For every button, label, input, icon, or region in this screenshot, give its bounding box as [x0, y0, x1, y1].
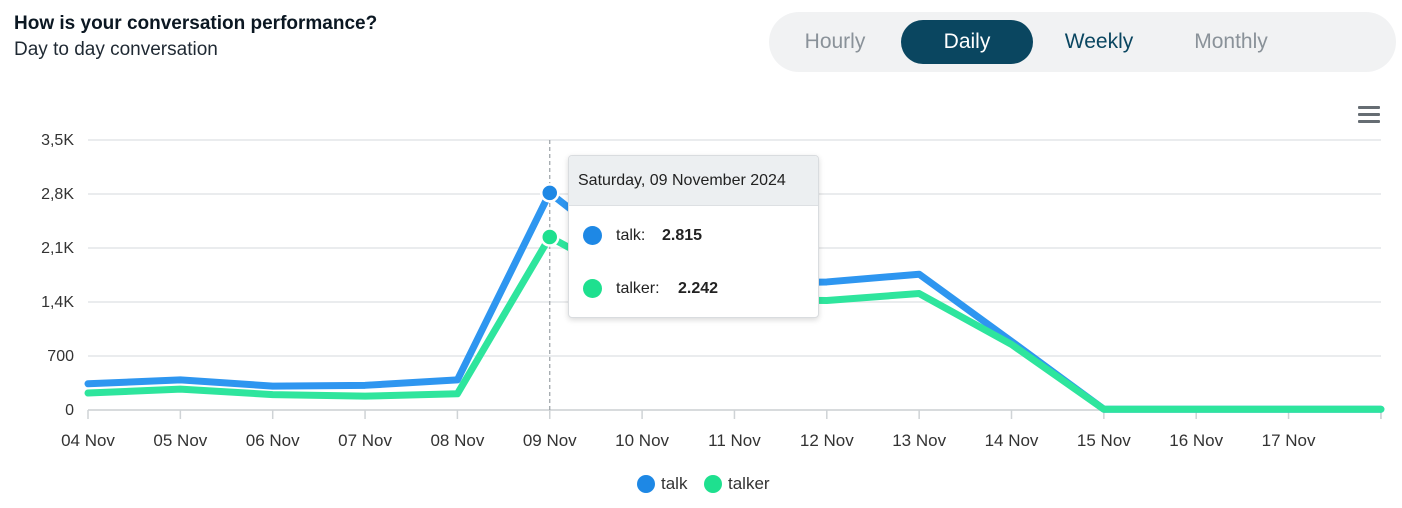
x-tick-label: 17 Nov [1262, 431, 1316, 450]
x-tick-label: 08 Nov [430, 431, 484, 450]
hourly-button[interactable]: Hourly [769, 20, 901, 64]
y-tick-label: 1,4K [41, 294, 74, 311]
chart-title: How is your conversation performance? [14, 13, 378, 34]
header: How is your conversation performance? Da… [14, 12, 377, 64]
chart-subtitle: Day to day conversation [14, 39, 218, 60]
weekly-button[interactable]: Weekly [1033, 20, 1165, 64]
highlight-point-talk [540, 183, 560, 203]
x-tick-label: 12 Nov [800, 431, 854, 450]
y-tick-label: 2,1K [41, 240, 74, 257]
x-tick-label: 06 Nov [246, 431, 300, 450]
x-tick-label: 10 Nov [615, 431, 669, 450]
daily-button[interactable]: Daily [901, 20, 1033, 64]
talker-dot-icon [583, 279, 602, 298]
x-tick-label: 11 Nov [708, 431, 761, 450]
legend-label-talker: talker [728, 474, 770, 493]
chart-tooltip: Saturday, 09 November 2024 talk: 2.815 t… [568, 155, 819, 318]
tooltip-value-talker: 2.242 [678, 280, 719, 297]
x-tick-label: 16 Nov [1169, 431, 1223, 450]
tooltip-label-talker: talker: [616, 280, 660, 297]
x-tick-label: 04 Nov [61, 431, 115, 450]
tooltip-label-talk: talk: [616, 227, 646, 244]
legend-marker-talk [637, 475, 655, 493]
x-tick-label: 05 Nov [153, 431, 207, 450]
tooltip-date: Saturday, 09 November 2024 [569, 156, 818, 206]
tooltip-value-talk: 2.815 [662, 227, 703, 244]
monthly-button[interactable]: Monthly [1165, 20, 1297, 64]
y-tick-label: 3,5K [41, 132, 74, 149]
x-tick-label: 07 Nov [338, 431, 392, 450]
x-tick-label: 09 Nov [523, 431, 577, 450]
y-tick-label: 700 [47, 348, 74, 365]
legend-label-talk: talk [661, 474, 688, 493]
period-toggle: Hourly Daily Weekly Monthly [769, 12, 1396, 72]
y-tick-label: 0 [65, 402, 74, 419]
talk-dot-icon [583, 226, 602, 245]
y-tick-label: 2,8K [41, 186, 74, 203]
legend-marker-talker [704, 475, 722, 493]
x-tick-label: 14 Nov [985, 431, 1039, 450]
x-tick-label: 13 Nov [892, 431, 946, 450]
hamburger-menu-icon[interactable] [1356, 104, 1382, 124]
x-tick-label: 15 Nov [1077, 431, 1131, 450]
highlight-point-talker [540, 227, 560, 247]
